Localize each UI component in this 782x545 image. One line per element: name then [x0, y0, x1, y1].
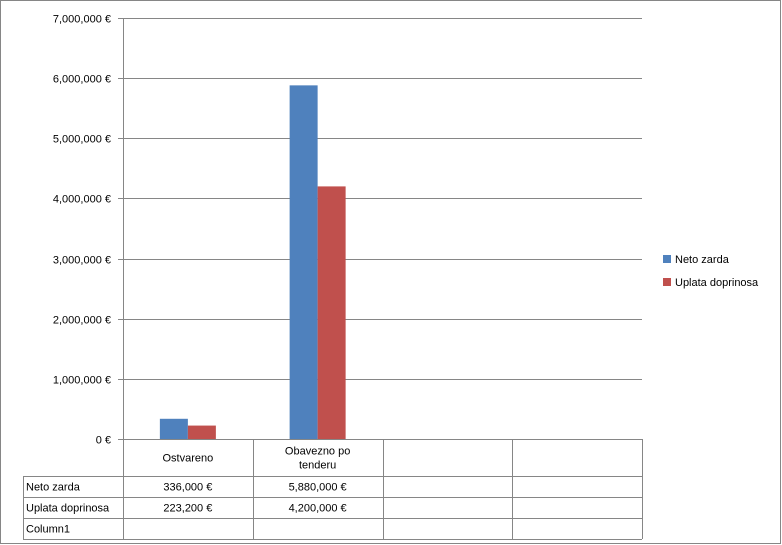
data-label: 223,200 €: [163, 503, 212, 515]
legend-swatch: [663, 278, 671, 286]
bar: [317, 186, 346, 439]
y-tick-label: 3,000,000 €: [53, 255, 111, 267]
legend: Neto zarda Uplata doprinosa: [663, 254, 759, 289]
category-label: Obavezno po: [285, 446, 350, 458]
bar: [187, 425, 216, 439]
y-tick-label: 4,000,000 €: [53, 194, 111, 206]
table-row-label: Uplata doprinosa: [26, 503, 110, 515]
y-tick-label: 5,000,000 €: [53, 134, 111, 146]
y-tick-label: 7,000,000 €: [53, 14, 111, 26]
y-tick-label: 6,000,000 €: [53, 74, 111, 86]
data-table: Ostvareno Obavezno po tenderu Neto zarda 336…: [23, 439, 643, 540]
bars: [159, 85, 346, 440]
table-row-label: Column1: [26, 524, 70, 536]
legend-label: Uplata doprinosa: [675, 277, 759, 289]
data-label: 336,000 €: [163, 482, 212, 494]
bar: [159, 418, 188, 439]
category-label: Ostvareno: [163, 453, 214, 465]
y-tick-label: 1,000,000 €: [53, 375, 111, 387]
legend-label: Neto zarda: [675, 254, 730, 266]
table-row-label: Neto zarda: [26, 482, 81, 494]
category-label: tenderu: [299, 460, 336, 472]
y-axis-ticks: 0 € 1,000,000 € 2,000,000 € 3,000,000 € 4,00…: [53, 14, 111, 447]
y-tick-label: 0 €: [96, 435, 111, 447]
legend-swatch: [663, 255, 671, 263]
y-tick-label: 2,000,000 €: [53, 315, 111, 327]
data-label: 4,200,000 €: [289, 503, 347, 515]
bar: [289, 85, 318, 440]
gridlines: [118, 18, 642, 440]
data-label: 5,880,000 €: [289, 482, 347, 494]
